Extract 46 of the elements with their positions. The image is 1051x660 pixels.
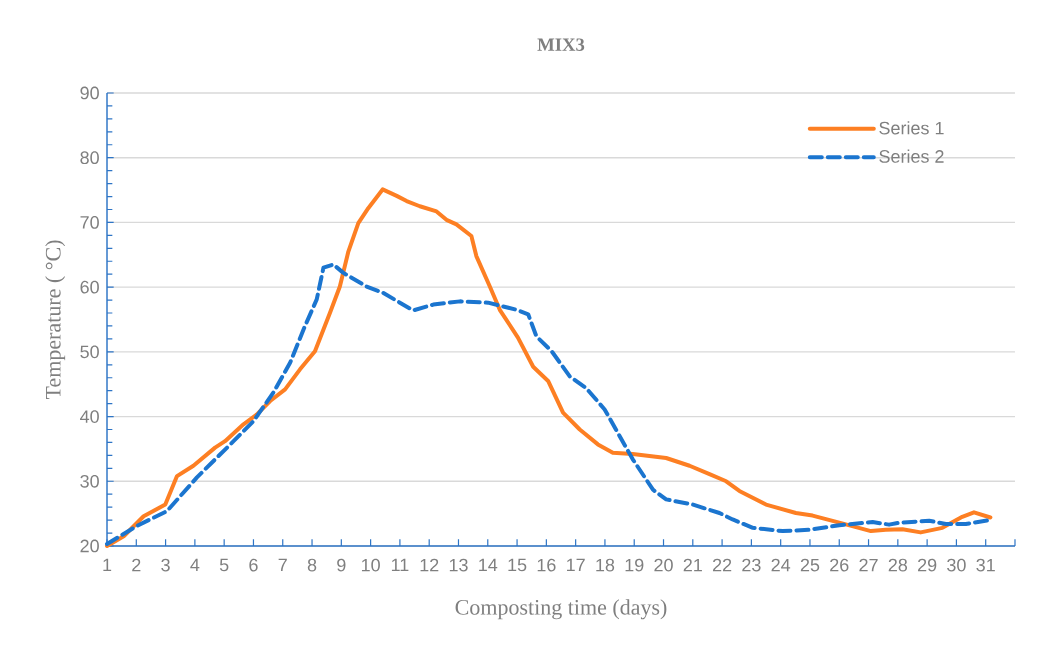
y-tick-label: 70 [80,216,99,229]
x-tick-label: 12 [420,558,439,572]
x-tick-label: 25 [800,558,820,572]
x-tick-label: 6 [249,558,258,572]
x-tick-label: 15 [508,558,527,572]
x-tick-label: 28 [888,558,908,572]
y-tick-label: 60 [80,280,99,294]
x-tick-label: 20 [654,558,673,572]
x-tick-label: 9 [337,558,346,572]
x-tick-label: 11 [391,558,409,572]
x-tick-label: 13 [449,558,468,572]
x-tick-label: 26 [830,558,849,572]
legend-label: Series 2 [879,149,944,163]
line-series [105,187,993,548]
x-tick-label: 3 [161,558,170,572]
x-tick-label: 29 [918,558,937,572]
x-tick-label: 14 [479,558,498,572]
y-tick-label: 80 [80,151,99,165]
x-tick-label: 23 [742,558,761,572]
x-tick-label: 2 [132,558,141,572]
x-tick-label: 1 [103,558,112,572]
x-tick-label: 10 [361,558,380,572]
y-tick-label: 20 [80,539,99,553]
x-tick-label: 21 [683,558,702,572]
x-tick-label: 16 [537,558,556,572]
x-tick-label: 18 [596,558,615,572]
y-tick-label: 90 [80,86,99,100]
line-series [105,262,991,547]
x-tick-label: 27 [859,558,878,572]
x-tick-label: 19 [625,558,644,572]
x-tick-label: 31 [976,558,995,572]
x-tick-label: 8 [307,558,317,572]
legend-label: Series 1 [879,121,944,135]
y-tick-label: 50 [80,345,99,359]
x-tick-label: 24 [771,558,791,572]
y-axis-title: Temperature ( °C) [45,240,66,400]
x-tick-label: 7 [278,558,287,572]
x-axis-title: Composting time (days) [455,599,667,620]
x-tick-label: 30 [947,558,966,572]
y-tick-label: 40 [80,410,99,423]
x-tick-label: 22 [712,558,732,572]
x-tick-label: 5 [219,558,229,572]
chart-title: MIX3 [537,38,585,51]
x-tick-label: 4 [190,558,200,572]
y-tick-label: 30 [80,474,99,488]
x-tick-label: 17 [567,558,585,572]
